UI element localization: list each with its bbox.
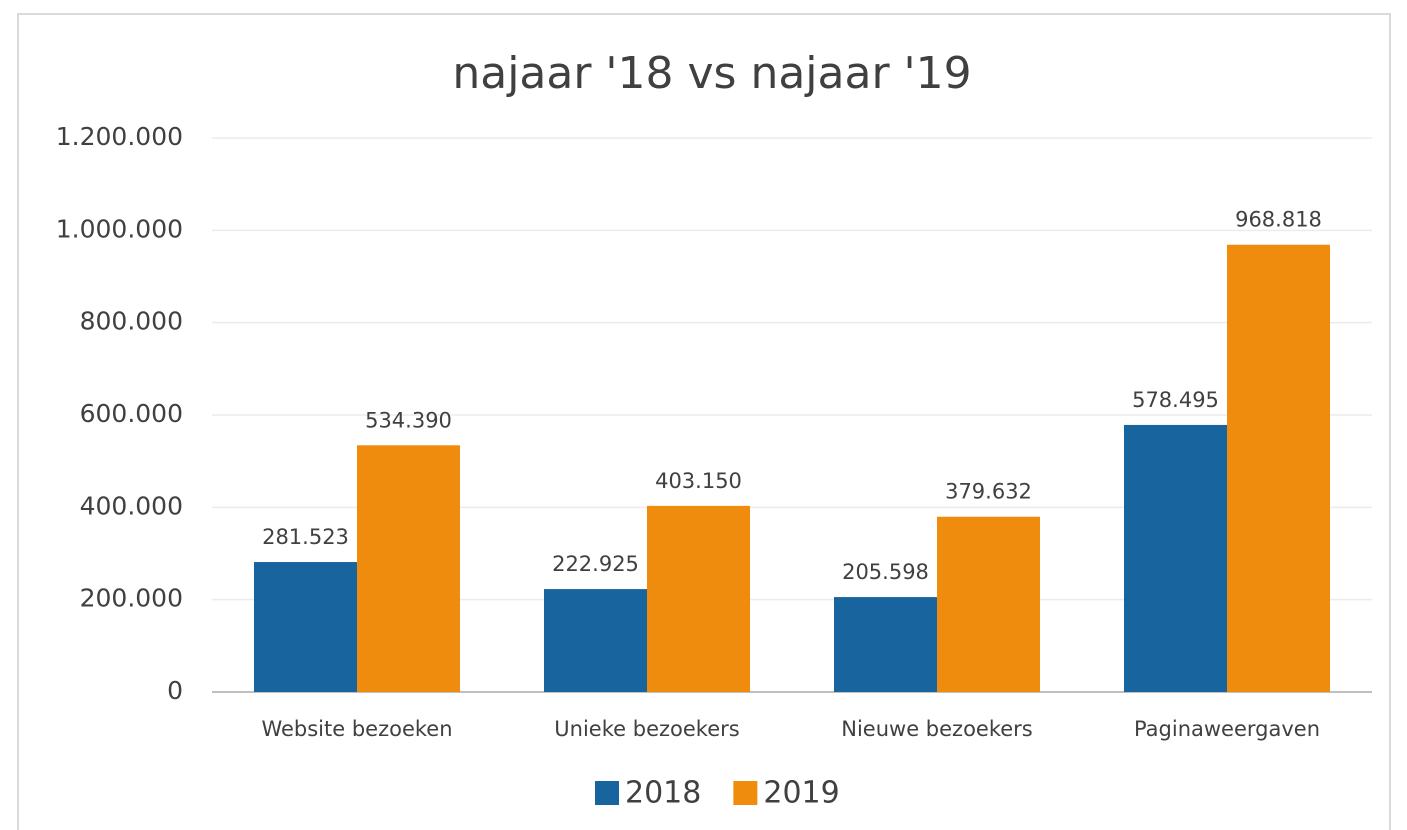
- y-tick-label: 800.000: [80, 307, 183, 336]
- y-tick-label: 1.000.000: [56, 214, 183, 243]
- legend-swatch: [595, 781, 619, 805]
- y-tick-label: 200.000: [80, 584, 183, 613]
- value-label: 281.523: [262, 525, 349, 549]
- bar: [357, 445, 460, 692]
- y-tick-label: 400.000: [80, 491, 183, 520]
- value-label: 222.925: [552, 552, 639, 576]
- bar: [544, 589, 647, 692]
- legend-swatch: [733, 781, 758, 805]
- bar: [254, 562, 357, 692]
- bar: [1227, 244, 1330, 693]
- y-tick-label: 0: [167, 676, 183, 705]
- y-tick-label: 1.200.000: [56, 122, 183, 151]
- bar: [937, 516, 1040, 692]
- bar: [834, 597, 937, 692]
- x-tick-label: Paginaweergaven: [1134, 717, 1320, 741]
- y-tick-label: 600.000: [80, 399, 183, 428]
- legend-label: 2019: [763, 776, 839, 811]
- x-tick-label: Nieuwe bezoekers: [841, 717, 1033, 741]
- value-label: 968.818: [1235, 208, 1322, 232]
- legend-label: 2018: [625, 776, 701, 811]
- value-label: 534.390: [365, 408, 452, 432]
- chart-border: [17, 13, 1391, 830]
- value-label: 578.495: [1132, 388, 1219, 412]
- x-tick-label: Website bezoeken: [261, 717, 452, 741]
- x-tick-label: Unieke bezoekers: [554, 717, 739, 741]
- bar: [647, 505, 750, 692]
- chart-title: najaar '18 vs najaar '19: [452, 48, 971, 99]
- bar: [1124, 424, 1227, 692]
- value-label: 379.632: [945, 480, 1032, 504]
- value-label: 205.598: [842, 560, 929, 584]
- value-label: 403.150: [655, 469, 742, 493]
